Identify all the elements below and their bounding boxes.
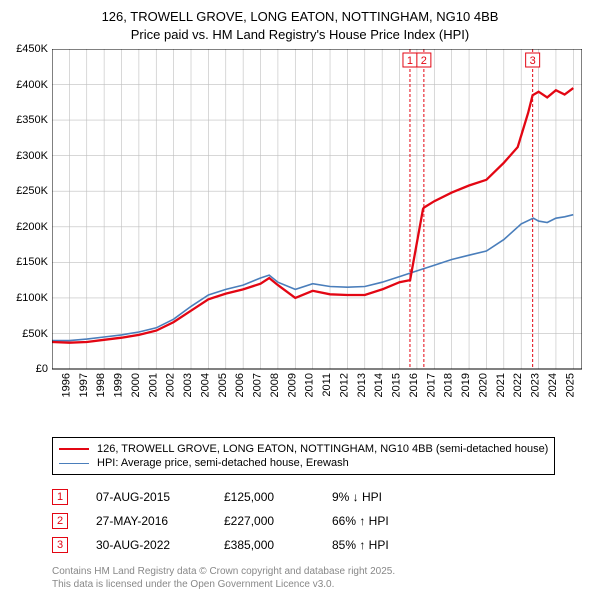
chart-container: 126, TROWELL GROVE, LONG EATON, NOTTINGH… xyxy=(0,0,600,597)
y-tick-label: £150K xyxy=(16,256,52,268)
x-tick-label: 2018 xyxy=(443,373,455,397)
event-date: 27-MAY-2016 xyxy=(96,514,196,528)
legend-swatch xyxy=(59,463,89,464)
x-tick-label: 2009 xyxy=(286,373,298,397)
chart-plot-area: £0£50K£100K£150K£200K£250K£300K£350K£400… xyxy=(52,49,582,409)
x-tick-label: 2022 xyxy=(512,373,524,397)
legend-item: 126, TROWELL GROVE, LONG EATON, NOTTINGH… xyxy=(59,442,548,456)
event-price: £125,000 xyxy=(224,490,304,504)
svg-text:2: 2 xyxy=(421,55,427,67)
y-tick-label: £100K xyxy=(16,292,52,304)
x-tick-label: 2001 xyxy=(147,373,159,397)
event-pct: 9% ↓ HPI xyxy=(332,490,432,504)
event-marker-1: 1 xyxy=(403,53,417,67)
x-tick-label: 2015 xyxy=(391,373,403,397)
legend-item: HPI: Average price, semi-detached house,… xyxy=(59,456,548,470)
x-tick-label: 2016 xyxy=(408,373,420,397)
x-tick-label: 2020 xyxy=(477,373,489,397)
x-tick-label: 1997 xyxy=(78,373,90,397)
footer-line-1: Contains HM Land Registry data © Crown c… xyxy=(52,565,590,578)
event-marker-3: 3 xyxy=(526,53,540,67)
x-tick-label: 2019 xyxy=(460,373,472,397)
footer-line-2: This data is licensed under the Open Gov… xyxy=(52,578,590,591)
y-tick-label: £400K xyxy=(16,79,52,91)
y-tick-label: £250K xyxy=(16,185,52,197)
x-tick-label: 1999 xyxy=(113,373,125,397)
x-tick-label: 2004 xyxy=(199,373,211,397)
y-tick-label: £450K xyxy=(16,43,52,55)
event-table: 1 07-AUG-2015 £125,000 9% ↓ HPI 2 27-MAY… xyxy=(52,485,590,557)
event-id-box: 1 xyxy=(52,489,68,505)
event-date: 07-AUG-2015 xyxy=(96,490,196,504)
legend: 126, TROWELL GROVE, LONG EATON, NOTTINGH… xyxy=(52,437,555,475)
x-tick-label: 2000 xyxy=(130,373,142,397)
x-tick-label: 2024 xyxy=(547,373,559,397)
x-tick-label: 2017 xyxy=(425,373,437,397)
x-tick-label: 2014 xyxy=(373,373,385,397)
event-row: 2 27-MAY-2016 £227,000 66% ↑ HPI xyxy=(52,509,590,533)
y-tick-label: £300K xyxy=(16,150,52,162)
event-id-box: 2 xyxy=(52,513,68,529)
svg-text:1: 1 xyxy=(407,55,413,67)
x-tick-label: 1995 xyxy=(52,373,55,397)
x-tick-label: 2008 xyxy=(269,373,281,397)
event-row: 3 30-AUG-2022 £385,000 85% ↑ HPI xyxy=(52,533,590,557)
x-tick-label: 2023 xyxy=(530,373,542,397)
title-line-2: Price paid vs. HM Land Registry's House … xyxy=(10,26,590,44)
x-tick-label: 2010 xyxy=(304,373,316,397)
x-tick-label: 2002 xyxy=(165,373,177,397)
event-row: 1 07-AUG-2015 £125,000 9% ↓ HPI xyxy=(52,485,590,509)
line-chart-svg: 1 2 3 1995 1996 1997 1998 1999 2000 2001 2002 20… xyxy=(52,49,582,409)
x-tick-label: 2012 xyxy=(338,373,350,397)
x-tick-label: 1998 xyxy=(95,373,107,397)
x-tick-label: 2003 xyxy=(182,373,194,397)
event-pct: 85% ↑ HPI xyxy=(332,538,432,552)
attribution-footer: Contains HM Land Registry data © Crown c… xyxy=(52,565,590,591)
x-tick-label: 1996 xyxy=(60,373,72,397)
svg-text:3: 3 xyxy=(530,55,536,67)
legend-swatch xyxy=(59,448,89,450)
x-tick-label: 2005 xyxy=(217,373,229,397)
x-tick-label: 2021 xyxy=(495,373,507,397)
event-pct: 66% ↑ HPI xyxy=(332,514,432,528)
x-tick-label: 2025 xyxy=(564,373,576,397)
x-tick-label: 2007 xyxy=(252,373,264,397)
chart-title: 126, TROWELL GROVE, LONG EATON, NOTTINGH… xyxy=(10,8,590,43)
y-tick-label: £50K xyxy=(22,328,52,340)
title-line-1: 126, TROWELL GROVE, LONG EATON, NOTTINGH… xyxy=(10,8,590,26)
event-date: 30-AUG-2022 xyxy=(96,538,196,552)
y-tick-label: £0 xyxy=(36,363,52,375)
y-tick-label: £350K xyxy=(16,114,52,126)
event-marker-2: 2 xyxy=(417,53,431,67)
y-tick-label: £200K xyxy=(16,221,52,233)
x-tick-label: 2006 xyxy=(234,373,246,397)
event-id-box: 3 xyxy=(52,537,68,553)
event-price: £385,000 xyxy=(224,538,304,552)
x-tick-label: 2011 xyxy=(321,373,333,397)
x-tick-label: 2013 xyxy=(356,373,368,397)
event-price: £227,000 xyxy=(224,514,304,528)
legend-label: HPI: Average price, semi-detached house,… xyxy=(97,457,349,469)
legend-label: 126, TROWELL GROVE, LONG EATON, NOTTINGH… xyxy=(97,443,548,455)
